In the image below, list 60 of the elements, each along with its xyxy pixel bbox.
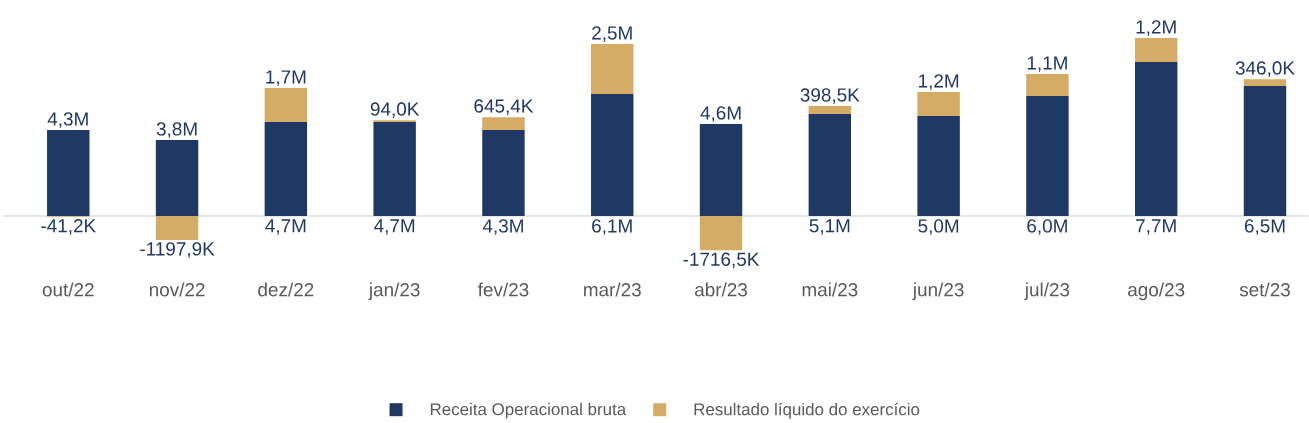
bar: [155, 216, 199, 240]
data-label: -1716,5K: [683, 252, 760, 269]
data-label: 4,7M: [374, 219, 415, 235]
x-tick-label: dez/22: [258, 282, 314, 297]
bar: [808, 114, 852, 217]
bar: [917, 92, 960, 117]
data-label: 5,0M: [918, 219, 959, 235]
data-label: 3,8M: [156, 122, 197, 138]
data-label: 1,7M: [266, 70, 306, 86]
bar: [264, 122, 308, 217]
data-label: 4,7M: [265, 219, 306, 235]
bar: [155, 140, 199, 217]
bar: [1134, 62, 1178, 217]
bar: [373, 122, 416, 217]
data-label: 6,1M: [592, 219, 632, 235]
data-label: 7,7M: [1136, 219, 1176, 235]
x-tick-label: mai/23: [802, 282, 858, 297]
data-label: 398,5K: [800, 88, 860, 104]
data-label: 346,0K: [1235, 61, 1295, 77]
x-tick-label: set/23: [1239, 282, 1290, 297]
data-label: 4,3M: [482, 219, 523, 235]
data-label: 1,1M: [1027, 56, 1067, 72]
x-tick-label: nov/22: [149, 282, 205, 297]
bar: [808, 106, 852, 115]
x-tick-label: abr/23: [695, 282, 748, 297]
x-tick-label: jun/23: [912, 282, 964, 301]
bar: [482, 117, 525, 131]
data-label: -41,2K: [41, 219, 96, 235]
bar: [591, 44, 634, 95]
data-label: 645,4K: [474, 99, 534, 115]
bar: [1134, 38, 1178, 63]
data-label: 2,5M: [592, 26, 632, 42]
x-tick-label: jul/23: [1024, 282, 1070, 301]
bar: [699, 124, 743, 217]
bar: [917, 116, 960, 217]
data-label: 94,0K: [370, 102, 420, 118]
data-label: 6,5M: [1244, 219, 1285, 235]
bar: [264, 88, 308, 123]
data-label: 1,2M: [1136, 20, 1176, 36]
data-label: 5,1M: [809, 219, 850, 235]
legend-label: Receita Operacional bruta: [430, 402, 627, 419]
legend-label: Resultado líquido do exercício: [694, 402, 920, 419]
bar: [699, 216, 743, 251]
x-tick-label: ago/23: [1128, 282, 1185, 301]
bar: [1243, 79, 1287, 87]
data-label: 4,6M: [700, 106, 741, 122]
bar: [591, 94, 634, 217]
data-label: -1197,9K: [140, 242, 215, 258]
bar: [1026, 74, 1069, 97]
data-label: 4,3M: [47, 112, 88, 128]
bar: [1243, 86, 1287, 217]
data-label: 1,2M: [919, 74, 959, 90]
data-label: 6,0M: [1027, 219, 1067, 235]
x-tick-label: jan/23: [368, 282, 420, 301]
x-tick-label: mar/23: [584, 282, 641, 297]
bar: [482, 130, 525, 217]
bar: [47, 130, 90, 217]
x-tick-label: fev/23: [477, 282, 529, 297]
bar: [1026, 96, 1069, 217]
x-tick-label: out/22: [42, 282, 94, 297]
